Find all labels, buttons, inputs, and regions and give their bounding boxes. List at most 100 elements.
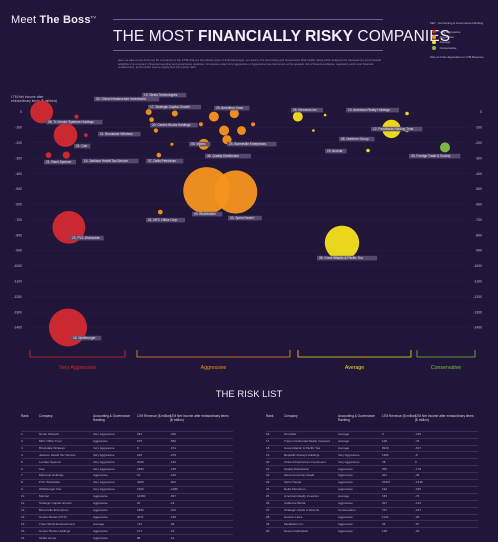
bubble-label-bg	[205, 153, 251, 159]
risk-list-cell: Very Aggressive	[338, 459, 360, 464]
bubble-4	[45, 152, 52, 159]
risk-list-cell: Cae	[39, 466, 45, 471]
risk-list-row-rule	[266, 451, 478, 453]
risk-list-cell: 727	[382, 507, 388, 512]
risk-list-cell: Average	[338, 432, 350, 436]
risk-list-cell: Average	[338, 438, 350, 443]
bubble-10	[149, 117, 155, 123]
bubble-27	[312, 129, 315, 132]
risk-list-cell: 156	[382, 494, 388, 499]
risk-list-row-rule	[21, 534, 233, 536]
risk-list-cell: Trans-World Entertainment	[39, 521, 75, 526]
risk-list-row: 1. Nortel Network Very Aggressive 334 -230	[21, 432, 233, 438]
y-tick-label-right: -200	[475, 141, 482, 145]
risk-list-row-rule	[266, 506, 478, 508]
risk-list-cell: Conservative	[338, 507, 356, 512]
risk-list-row: 23. Sprint Nextel Aggressive 33367 -1436	[266, 480, 478, 486]
risk-list-cell: 78	[382, 459, 386, 464]
y-tick-label-left: -1200	[13, 295, 22, 299]
bubble-label: 36. Quality Distribution	[207, 154, 239, 158]
risk-list-cell: Aggressive	[93, 473, 108, 478]
bubble-22	[214, 170, 258, 214]
risk-list-cell: -142	[170, 459, 177, 464]
risk-list-cell: 1862	[137, 507, 144, 512]
y-tick-label-right: -1200	[473, 295, 482, 299]
y-axis-label: LTM Net Income after extraordinary items …	[11, 95, 57, 103]
risk-list-row: 15. Centex Books Holdings Aggressive 271 -13	[21, 529, 233, 535]
intro-text: Here we take a look at the top 50 compan…	[118, 58, 381, 70]
risk-list-cell: Aggressive	[93, 507, 108, 512]
risk-list-row-rule	[21, 458, 233, 460]
risk-list-cell: 10	[137, 473, 141, 478]
risk-list-cell: 1660	[137, 487, 144, 492]
bubble-label-bg	[44, 159, 76, 165]
risk-list-cell: 675	[137, 438, 143, 443]
risk-list-cell: 22.	[266, 473, 271, 478]
risk-list-cell: -156	[415, 487, 422, 492]
bubble-label: 10. American Realty Holdings	[348, 108, 390, 112]
risk-list-cell: 11.	[21, 501, 25, 505]
legend-item: Average	[430, 40, 494, 45]
risk-list-cell: -227	[415, 507, 422, 512]
bubble-label-bg	[192, 211, 223, 217]
legend-label: Average	[439, 40, 451, 45]
bubble-label-bg	[74, 143, 91, 149]
bubble-26	[323, 113, 327, 117]
bubble-label-bg	[82, 158, 139, 164]
bubble-label-bg	[214, 105, 250, 111]
risk-list-cell: Very Aggressive	[93, 466, 115, 471]
category-label: Aggressive	[201, 365, 227, 371]
bubble-label-bg	[148, 104, 201, 110]
risk-list-cell: 421	[382, 473, 388, 478]
risk-list-row-rule	[21, 492, 233, 494]
risk-list-cell: -19	[170, 501, 175, 505]
y-tick-label-right: -800	[475, 233, 482, 237]
bubble-label-bg	[325, 148, 347, 154]
risk-list-row: 13. Centex Books (NYS) Aggressive 3271 -125	[21, 515, 233, 521]
risk-list-row: 14. Trans-World Entertainment Average 719 -9…	[21, 522, 233, 528]
y-tick-label-left: -100	[15, 126, 22, 130]
bubble-label-bg	[339, 136, 375, 142]
bubble-label: 08. Northern Group	[341, 137, 369, 141]
risk-list-row-rule	[266, 499, 478, 501]
risk-list-cell: 93	[382, 521, 386, 526]
risk-list-header: Accounting & Governance Ranking	[338, 414, 376, 423]
risk-list-header: LTM Net Income after extraordinary items…	[415, 414, 474, 423]
legend-swatch-3	[432, 46, 436, 50]
y-tick-label-left: -800	[15, 233, 22, 237]
risk-list-cell: Quality Distribution	[284, 466, 310, 471]
legend-swatch-0	[432, 29, 436, 34]
risk-list-cell: Merical	[39, 494, 49, 499]
risk-list-cell: -276	[170, 452, 177, 457]
risk-list-cell: Bonneville Enterprises	[39, 507, 69, 512]
risk-list-header: Company	[39, 414, 53, 418]
risk-list-cell: -650	[170, 438, 177, 443]
risk-list-row-rule	[21, 430, 233, 432]
risk-list-cell: 3.	[21, 445, 24, 450]
risk-list-row: 25. American Realty Investors Average 156 -7…	[266, 494, 478, 500]
legend-label: Very Aggressive	[439, 29, 461, 34]
risk-list-cell: Aggressive	[93, 514, 108, 519]
risk-list-cell: 16.	[21, 535, 26, 540]
risk-list-row: 2. MFC Office Trust Aggressive 675 -650	[21, 439, 233, 445]
risk-list-cell: 21.	[266, 466, 271, 471]
risk-list-cell: -26	[415, 514, 420, 519]
risk-list-cell: Republic Airways Holdings	[284, 452, 320, 457]
bubble-15	[170, 142, 174, 146]
risk-list-cell: Aggressive	[338, 473, 353, 478]
risk-list-cell: Aggressive	[93, 494, 108, 499]
risk-list-cell: -12	[170, 535, 175, 540]
risk-list-cell: -178	[415, 466, 422, 471]
risk-list-cell: -20	[415, 528, 420, 533]
risk-list-cell: Very Aggressive	[93, 445, 115, 450]
risk-list-cell: Sprint Nextel	[284, 480, 302, 485]
bubble-3	[84, 133, 88, 137]
bubble-label-bg	[146, 217, 185, 223]
risk-list-cell: 18.	[266, 445, 271, 450]
bubble-14	[219, 125, 230, 136]
bubble-label: 23. PVC Worldwide	[72, 236, 100, 240]
risk-list-cell: 88	[137, 535, 141, 540]
bubble-label-bg	[150, 122, 198, 128]
bubble-12	[153, 128, 158, 133]
risk-list-cell: 6.	[21, 466, 24, 471]
